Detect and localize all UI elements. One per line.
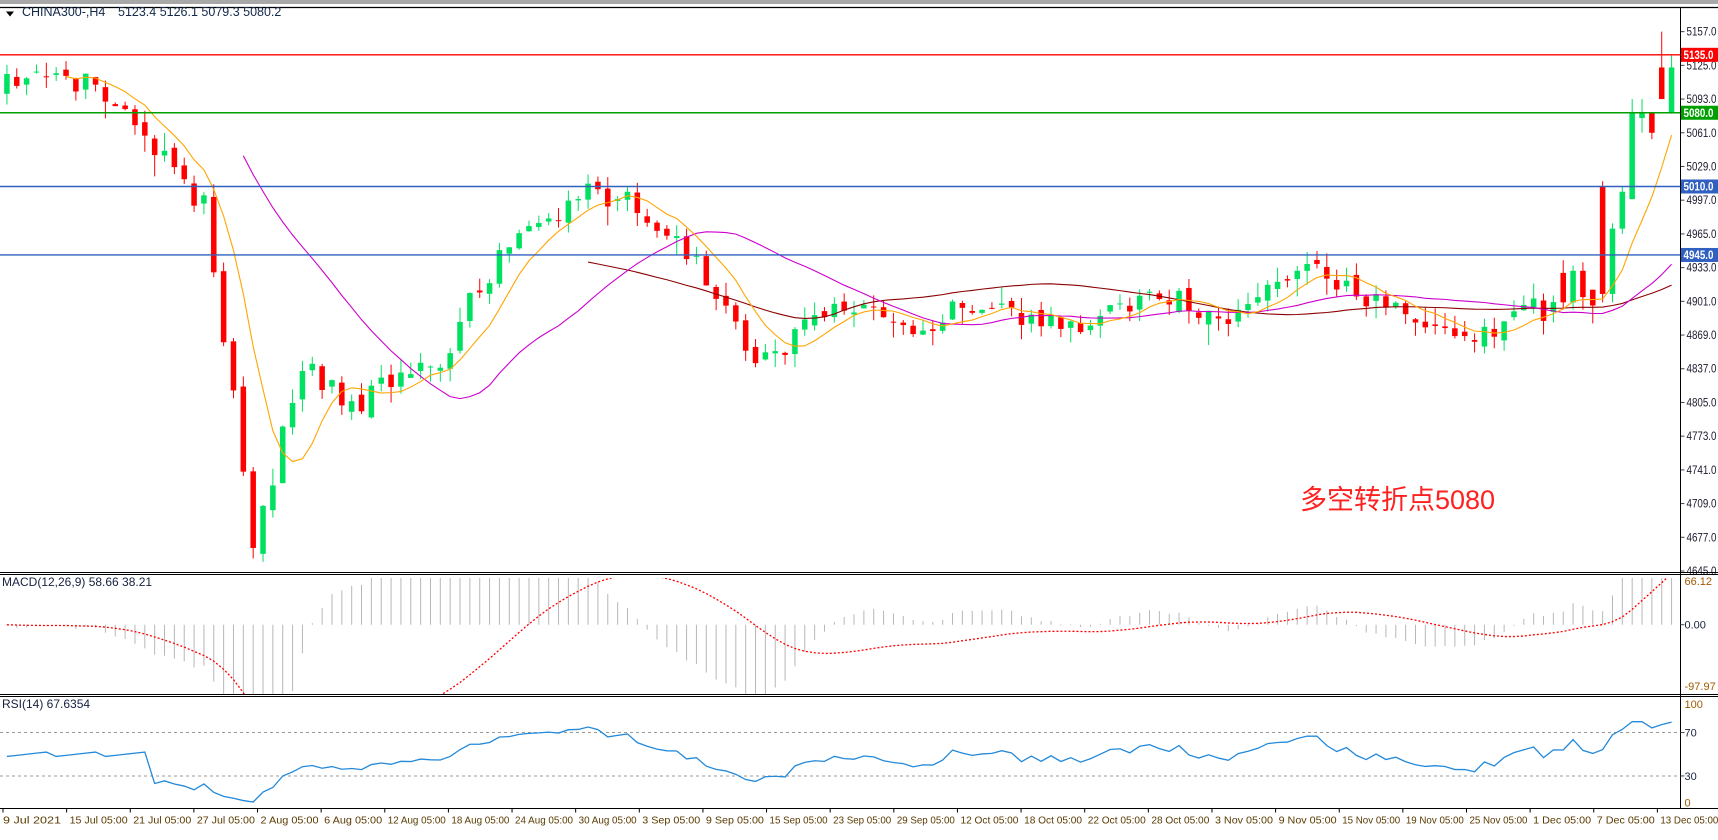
svg-text:30: 30 (1685, 771, 1697, 783)
svg-text:28 Oct 05:00: 28 Oct 05:00 (1151, 816, 1209, 827)
svg-text:5061.0: 5061.0 (1687, 128, 1717, 140)
svg-text:5125.0: 5125.0 (1687, 60, 1717, 72)
svg-text:21 Jul 05:00: 21 Jul 05:00 (133, 816, 191, 827)
svg-text:12 Aug 05:00: 12 Aug 05:00 (388, 816, 446, 827)
svg-text:5010.0: 5010.0 (1684, 181, 1714, 193)
svg-text:4677.0: 4677.0 (1687, 532, 1717, 544)
svg-text:70: 70 (1685, 728, 1697, 740)
svg-text:23 Sep 05:00: 23 Sep 05:00 (833, 816, 891, 827)
svg-text:3 Sep 05:00: 3 Sep 05:00 (642, 816, 700, 827)
svg-text:15 Sep 05:00: 15 Sep 05:00 (770, 816, 828, 827)
svg-text:27 Jul 05:00: 27 Jul 05:00 (197, 816, 255, 827)
svg-text:4773.0: 4773.0 (1687, 431, 1717, 443)
svg-text:25 Nov 05:00: 25 Nov 05:00 (1469, 816, 1527, 827)
svg-text:4997.0: 4997.0 (1687, 195, 1717, 207)
svg-text:18 Aug 05:00: 18 Aug 05:00 (451, 816, 509, 827)
svg-text:4965.0: 4965.0 (1687, 229, 1717, 241)
svg-text:-97.97: -97.97 (1685, 681, 1716, 693)
svg-text:9 Nov 05:00: 9 Nov 05:00 (1279, 816, 1337, 827)
svg-text:29 Sep 05:00: 29 Sep 05:00 (897, 816, 955, 827)
svg-text:7 Dec 05:00: 7 Dec 05:00 (1597, 816, 1655, 827)
svg-text:5123.4 5126.1 5079.3 5080.2: 5123.4 5126.1 5079.3 5080.2 (118, 5, 281, 19)
svg-text:24 Aug 05:00: 24 Aug 05:00 (515, 816, 573, 827)
svg-text:9 Jul 2021: 9 Jul 2021 (3, 816, 61, 827)
svg-text:9 Sep 05:00: 9 Sep 05:00 (706, 816, 764, 827)
svg-text:22 Oct 05:00: 22 Oct 05:00 (1088, 816, 1146, 827)
svg-text:4945.0: 4945.0 (1684, 250, 1714, 262)
svg-text:5093.0: 5093.0 (1687, 94, 1717, 106)
svg-text:5135.0: 5135.0 (1684, 50, 1714, 62)
svg-text:4709.0: 4709.0 (1687, 499, 1717, 511)
svg-text:0.00: 0.00 (1685, 620, 1706, 632)
svg-text:5029.0: 5029.0 (1687, 161, 1717, 173)
svg-text:4869.0: 4869.0 (1687, 330, 1717, 342)
svg-text:4805.0: 4805.0 (1687, 397, 1717, 409)
svg-text:RSI(14) 67.6354: RSI(14) 67.6354 (2, 697, 90, 711)
svg-text:66.12: 66.12 (1685, 576, 1713, 588)
svg-text:4837.0: 4837.0 (1687, 364, 1717, 376)
svg-text:13 Dec 05:00: 13 Dec 05:00 (1660, 816, 1718, 827)
svg-text:5080.0: 5080.0 (1684, 108, 1714, 120)
svg-text:15 Jul 05:00: 15 Jul 05:00 (70, 816, 128, 827)
svg-text:4933.0: 4933.0 (1687, 263, 1717, 275)
svg-text:30 Aug 05:00: 30 Aug 05:00 (579, 816, 637, 827)
svg-text:12 Oct 05:00: 12 Oct 05:00 (960, 816, 1018, 827)
svg-text:1 Dec 05:00: 1 Dec 05:00 (1533, 816, 1591, 827)
svg-text:MACD(12,26,9) 58.66 38.21: MACD(12,26,9) 58.66 38.21 (2, 575, 152, 589)
svg-text:3 Nov 05:00: 3 Nov 05:00 (1215, 816, 1273, 827)
svg-text:15 Nov 05:00: 15 Nov 05:00 (1342, 816, 1400, 827)
svg-text:CHINA300-,H4: CHINA300-,H4 (22, 5, 105, 19)
svg-text:0: 0 (1685, 798, 1691, 810)
svg-text:100: 100 (1685, 699, 1703, 711)
svg-text:4741.0: 4741.0 (1687, 465, 1717, 477)
svg-text:6 Aug 05:00: 6 Aug 05:00 (324, 816, 382, 827)
svg-text:19 Nov 05:00: 19 Nov 05:00 (1406, 816, 1464, 827)
svg-text:5157.0: 5157.0 (1687, 27, 1717, 39)
svg-text:多空转折点5080: 多空转折点5080 (1300, 485, 1495, 515)
svg-text:4901.0: 4901.0 (1687, 296, 1717, 308)
svg-text:18 Oct 05:00: 18 Oct 05:00 (1024, 816, 1082, 827)
svg-text:2 Aug 05:00: 2 Aug 05:00 (261, 816, 319, 827)
